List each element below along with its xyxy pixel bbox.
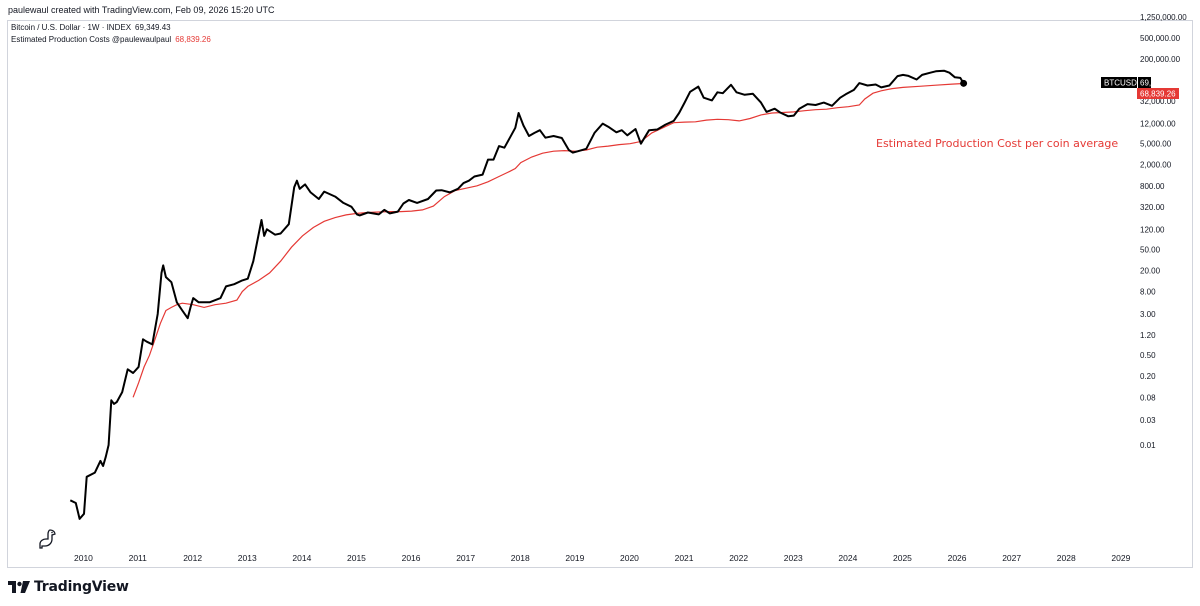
x-tick-label: 2010 xyxy=(74,553,93,563)
brand[interactable]: TradingView xyxy=(8,578,129,596)
x-tick-label: 2021 xyxy=(675,553,694,563)
y-tick-label: 320.00 xyxy=(1140,203,1165,212)
y-tick-label: 120.00 xyxy=(1140,225,1165,234)
legend-symbol-row[interactable]: Bitcoin / U.S. Dollar · 1W · INDEX 69,349… xyxy=(11,22,211,34)
x-tick-label: 2018 xyxy=(511,553,530,563)
legend-indicator-value: 68,839.26 xyxy=(175,35,211,44)
cost-badge-value: 68,839.26 xyxy=(1140,90,1176,99)
y-tick-label: 32,000.00 xyxy=(1140,97,1176,106)
last-price-dot xyxy=(960,79,968,87)
y-tick-label: 3.00 xyxy=(1140,310,1156,319)
y-tick-label: 0.08 xyxy=(1140,393,1156,402)
x-tick-label: 2025 xyxy=(893,553,912,563)
legend: Bitcoin / U.S. Dollar · 1W · INDEX 69,349… xyxy=(11,22,211,46)
y-tick-label: 0.01 xyxy=(1140,441,1156,450)
y-tick-label: 0.03 xyxy=(1140,416,1156,425)
x-tick-label: 2023 xyxy=(784,553,803,563)
y-tick-label: 0.20 xyxy=(1140,372,1156,381)
tradingview-logo-icon xyxy=(8,581,30,593)
x-tick-label: 2011 xyxy=(129,553,148,563)
x-tick-label: 2019 xyxy=(565,553,584,563)
x-tick-label: 2026 xyxy=(948,553,967,563)
x-tick-label: 2017 xyxy=(456,553,475,563)
credit-text: paulewaul created with TradingView.com, … xyxy=(8,5,275,15)
y-axis: 1,250,000.00 500,000.00 200,000.00 32,000.0… xyxy=(1140,13,1187,450)
legend-symbol-value: 69,349.43 xyxy=(135,23,171,32)
price-badge-value: 69,349.43 xyxy=(1140,79,1176,88)
top-bar: paulewaul created with TradingView.com, … xyxy=(0,0,1200,20)
y-tick-label: 800.00 xyxy=(1140,182,1165,191)
brand-name: TradingView xyxy=(34,579,129,595)
legend-indicator-label: Estimated Production Costs @paulewaulpau… xyxy=(11,35,172,44)
annotation-label: Estimated Production Cost per coin avera… xyxy=(876,137,1118,150)
x-tick-label: 2013 xyxy=(238,553,257,563)
price-badge-symbol: BTCUSD xyxy=(1104,79,1137,88)
y-tick-label: 5,000.00 xyxy=(1140,140,1172,149)
price-badge: BTCUSD 69,349.43 xyxy=(1101,77,1176,88)
y-tick-label: 0.50 xyxy=(1140,351,1156,360)
x-tick-label: 2014 xyxy=(292,553,311,563)
dino-icon[interactable] xyxy=(38,528,58,550)
x-tick-label: 2029 xyxy=(1111,553,1130,563)
legend-indicator-row[interactable]: Estimated Production Costs @paulewaulpau… xyxy=(11,34,211,46)
y-tick-label: 200,000.00 xyxy=(1140,55,1181,64)
y-tick-label: 20.00 xyxy=(1140,266,1161,275)
x-tick-label: 2016 xyxy=(402,553,421,563)
x-tick-label: 2028 xyxy=(1057,553,1076,563)
x-tick-label: 2027 xyxy=(1002,553,1021,563)
y-tick-label: 12,000.00 xyxy=(1140,120,1176,129)
cost-badge: 68,839.26 xyxy=(1137,88,1179,99)
y-tick-label: 1.20 xyxy=(1140,331,1156,340)
y-tick-label: 1,250,000.00 xyxy=(1140,13,1187,22)
chart-frame xyxy=(7,20,1193,568)
legend-symbol-label: Bitcoin / U.S. Dollar · 1W · INDEX xyxy=(11,23,132,32)
x-tick-label: 2015 xyxy=(347,553,366,563)
x-tick-label: 2022 xyxy=(729,553,748,563)
series-line-btcusd xyxy=(69,69,965,520)
y-tick-label: 2,000.00 xyxy=(1140,161,1172,170)
x-tick-label: 2024 xyxy=(838,553,857,563)
x-tick-label: 2012 xyxy=(183,553,202,563)
y-tick-label: 8.00 xyxy=(1140,288,1156,297)
x-axis: 2010 2011 2012 2013 2014 2015 2016 2017 2018 2019… xyxy=(74,553,1131,563)
x-tick-label: 2020 xyxy=(620,553,639,563)
y-tick-label: 500,000.00 xyxy=(1140,34,1181,43)
y-tick-label: 50.00 xyxy=(1140,245,1161,254)
series-line-production-cost xyxy=(132,82,964,398)
